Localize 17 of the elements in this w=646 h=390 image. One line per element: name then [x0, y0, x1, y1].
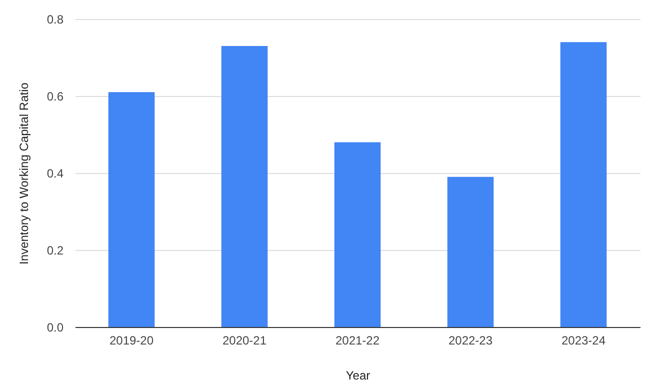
y-tick-label: 0.2 [46, 244, 64, 258]
bar [447, 176, 494, 327]
y-tick-label: 0.6 [46, 90, 64, 104]
x-tick-label: 2020-21 [222, 334, 267, 348]
bar [334, 142, 381, 327]
bar [560, 42, 607, 327]
x-axis-title: Year [346, 368, 370, 382]
y-tick-label: 0.4 [46, 166, 64, 180]
x-tick-label: 2022-23 [448, 334, 493, 348]
x-tick-label: 2023-24 [561, 334, 606, 348]
bar [108, 92, 155, 327]
x-tick-label: 2021-22 [335, 334, 380, 348]
bar [221, 46, 268, 327]
y-tick-label: 0.0 [46, 320, 64, 334]
y-axis-title: Inventory to Working Capital Ratio [16, 82, 31, 264]
y-tick-label: 0.8 [46, 12, 64, 26]
x-tick-label: 2019-20 [109, 334, 154, 348]
